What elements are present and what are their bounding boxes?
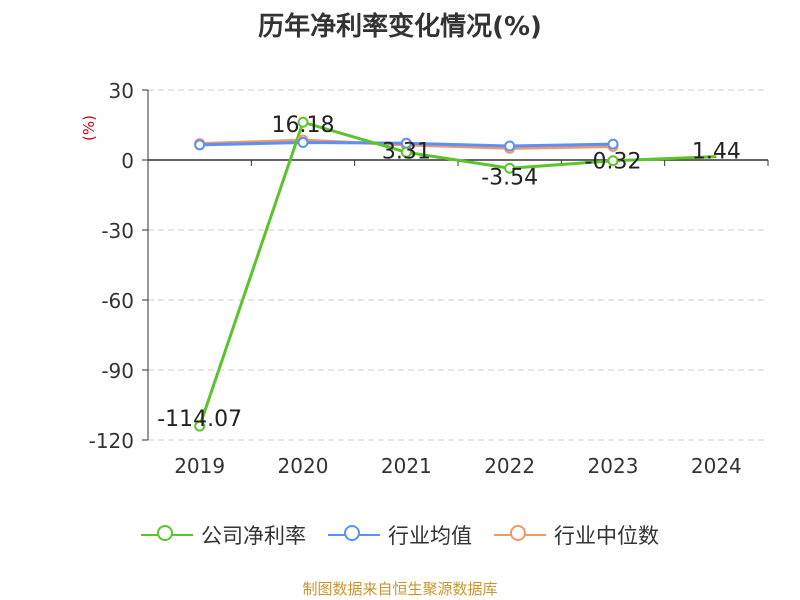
data-label: 16.18 xyxy=(272,113,335,138)
x-tick-label: 2023 xyxy=(588,454,639,478)
legend-marker-company xyxy=(141,524,193,546)
data-label: -0.32 xyxy=(585,150,642,175)
legend-label-industry-median: 行业中位数 xyxy=(554,524,659,548)
x-tick-label: 2021 xyxy=(381,454,432,478)
chart-title: 历年净利率变化情况(%) xyxy=(258,12,542,42)
y-tick-label: -120 xyxy=(89,429,134,453)
data-source-note: 制图数据来自恒生聚源数据库 xyxy=(302,580,498,598)
legend-marker-industry-avg xyxy=(328,524,380,546)
data-point-0 xyxy=(504,162,516,174)
series-line-0 xyxy=(198,120,717,427)
y-tick-label: -30 xyxy=(101,219,134,243)
data-point-0 xyxy=(607,155,619,167)
legend: 公司净利率 行业均值 行业中位数 xyxy=(0,520,800,550)
x-tick-label: 2020 xyxy=(278,454,329,478)
data-label: 3.31 xyxy=(382,139,431,164)
data-label: -3.54 xyxy=(481,165,538,190)
x-tick-label: 2019 xyxy=(174,454,225,478)
data-point-0 xyxy=(194,420,206,432)
y-tick-label: -60 xyxy=(101,289,134,313)
legend-marker-industry-median xyxy=(494,524,546,546)
y-tick-label: 0 xyxy=(121,149,134,173)
data-point-1 xyxy=(607,138,619,150)
y-tick-label: -90 xyxy=(101,359,134,383)
data-point-1 xyxy=(297,137,309,148)
legend-item-industry-median[interactable]: 行业中位数 xyxy=(494,520,659,550)
data-label: 1.44 xyxy=(692,140,741,165)
y-tick-label: 30 xyxy=(109,79,134,103)
legend-item-company[interactable]: 公司净利率 xyxy=(141,520,306,550)
data-label: -114.07 xyxy=(157,407,242,432)
legend-item-industry-avg[interactable]: 行业均值 xyxy=(328,520,472,550)
data-point-0 xyxy=(400,146,412,158)
legend-label-company: 公司净利率 xyxy=(201,524,306,548)
x-tick-label: 2022 xyxy=(484,454,535,478)
y-axis-unit-label: (%) xyxy=(80,115,98,141)
legend-label-industry-avg: 行业均值 xyxy=(388,524,472,548)
x-tick-label: 2024 xyxy=(691,454,742,478)
data-point-0 xyxy=(297,116,309,128)
data-point-1 xyxy=(504,140,516,152)
data-point-1 xyxy=(194,139,206,151)
